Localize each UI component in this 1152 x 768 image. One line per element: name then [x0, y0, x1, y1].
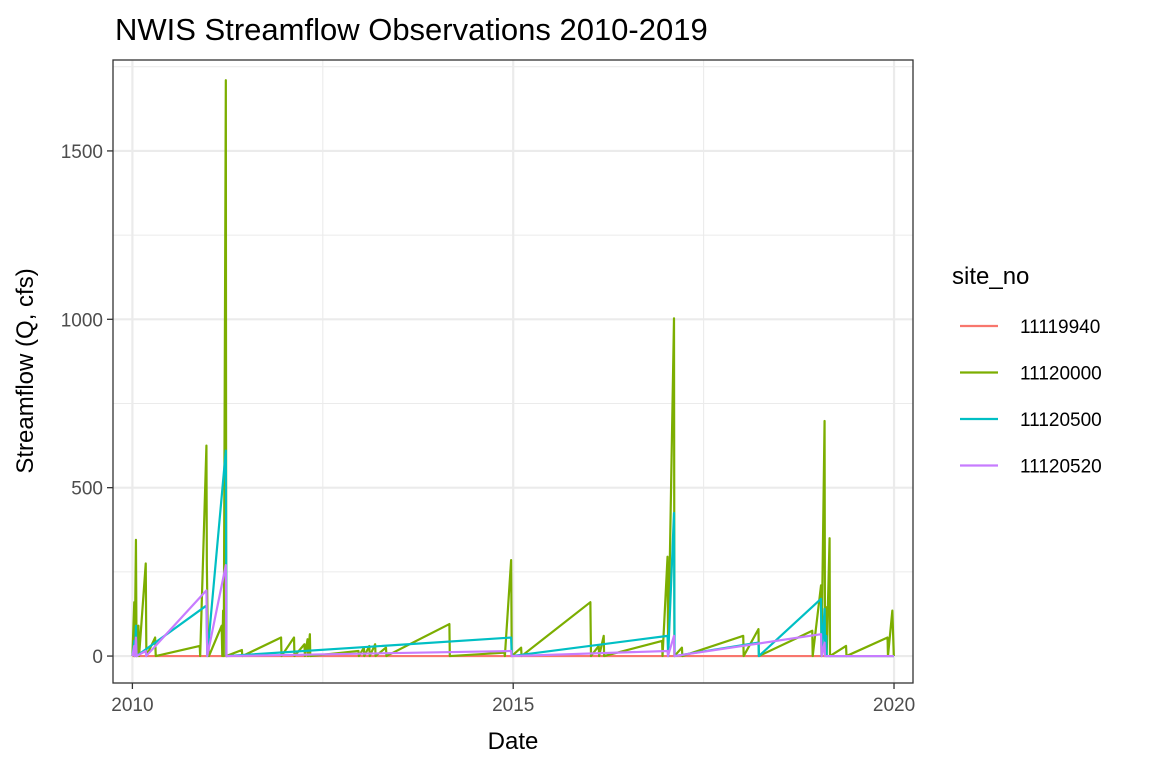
legend-label-11120000: 11120000	[1020, 364, 1102, 385]
y-axis: 0 500 1000 1500	[61, 142, 113, 668]
x-tick-label: 2010	[111, 695, 153, 716]
chart-title: NWIS Streamflow Observations 2010-2019	[115, 12, 708, 47]
series-line-11120000	[131, 79, 895, 658]
y-tick-label: 1000	[61, 310, 103, 331]
y-tick-label: 500	[71, 479, 103, 500]
y-tick-label: 0	[92, 647, 103, 668]
x-tick-label: 2015	[492, 695, 534, 716]
legend-label-11120520: 11120520	[1020, 457, 1102, 478]
legend: site_no 11119940 11120000 11120500 11120520	[952, 263, 1102, 478]
x-axis: 2010 2015 2020	[111, 683, 915, 716]
x-axis-title: Date	[488, 728, 539, 755]
series-line-11120520	[131, 564, 894, 658]
legend-label-11119940: 11119940	[1020, 317, 1100, 338]
legend-title: site_no	[952, 263, 1029, 290]
x-tick-label: 2020	[873, 695, 915, 716]
legend-label-11120500: 11120500	[1020, 410, 1102, 431]
series-layer	[131, 79, 895, 658]
y-tick-label: 1500	[61, 142, 103, 163]
y-axis-title: Streamflow (Q, cfs)	[12, 268, 39, 473]
